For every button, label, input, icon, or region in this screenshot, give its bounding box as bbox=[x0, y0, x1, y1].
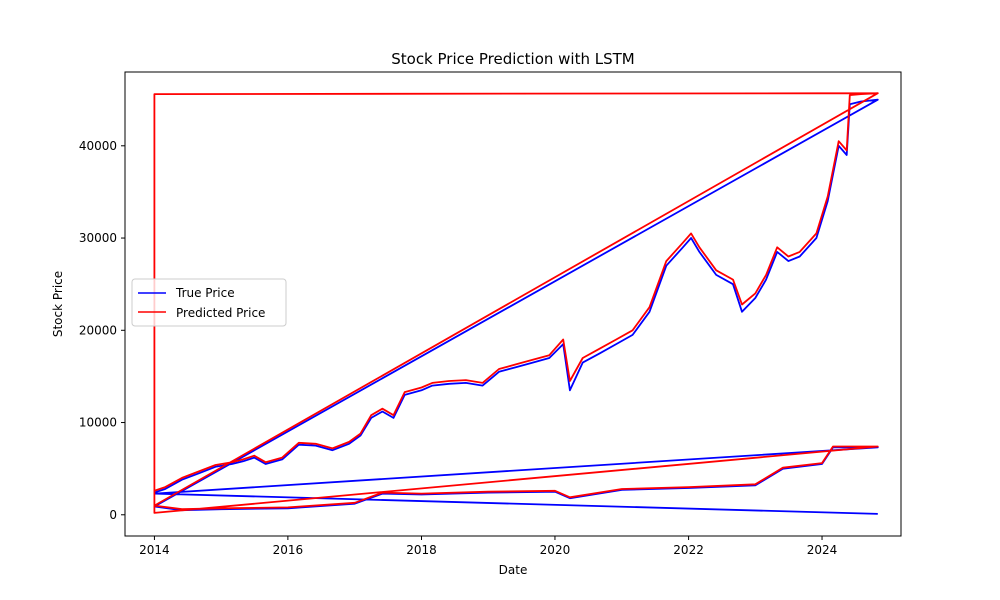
legend-label-predicted-price: Predicted Price bbox=[176, 306, 265, 320]
y-tick-label: 30000 bbox=[79, 231, 117, 245]
y-tick-label: 20000 bbox=[79, 323, 117, 337]
x-tick-label: 2018 bbox=[406, 543, 437, 557]
x-tick-label: 2022 bbox=[673, 543, 704, 557]
plot-frame bbox=[124, 71, 902, 537]
legend: True Price Predicted Price bbox=[131, 278, 287, 327]
x-axis-label: Date bbox=[499, 563, 528, 577]
series-line-predicted-price bbox=[153, 92, 879, 514]
x-tick-label: 2024 bbox=[807, 543, 838, 557]
y-tick-label: 40000 bbox=[79, 139, 117, 153]
y-tick-label: 0 bbox=[109, 508, 117, 522]
x-tick-label: 2014 bbox=[139, 543, 170, 557]
x-tick-label: 2016 bbox=[273, 543, 304, 557]
legend-label-true-price: True Price bbox=[175, 286, 235, 300]
y-axis-label: Stock Price bbox=[51, 271, 65, 337]
series-line-true-price bbox=[153, 98, 879, 515]
y-tick-label: 10000 bbox=[79, 416, 117, 430]
legend-box bbox=[131, 278, 287, 327]
chart-title: Stock Price Prediction with LSTM bbox=[391, 50, 635, 68]
x-tick-label: 2020 bbox=[540, 543, 571, 557]
